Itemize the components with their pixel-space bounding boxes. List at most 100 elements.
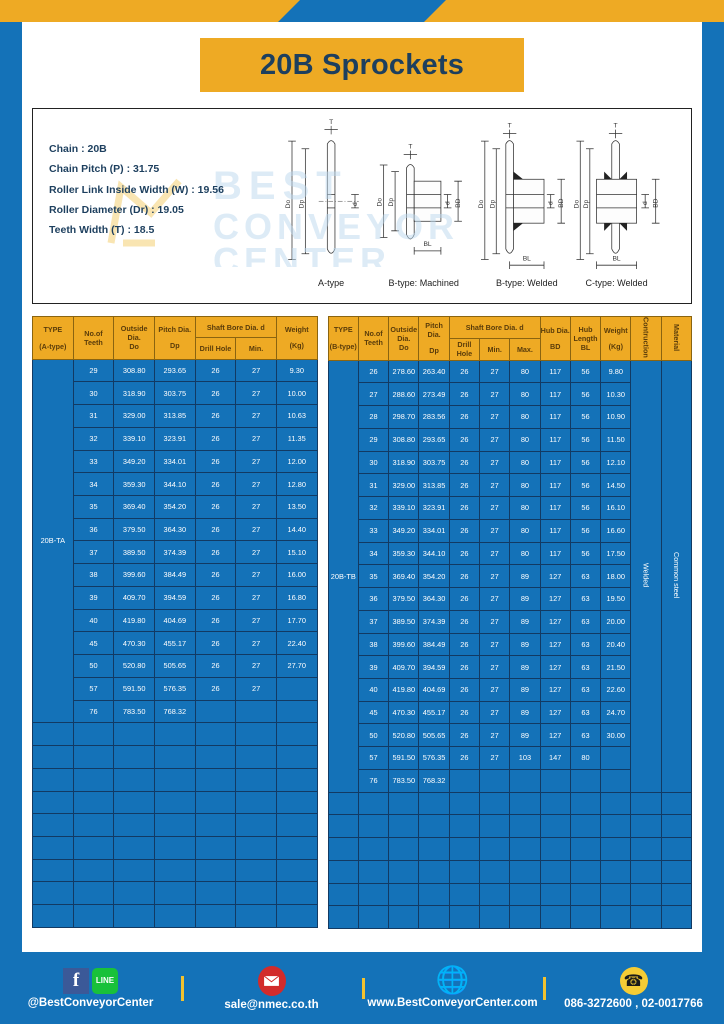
table-cell: 404.69 <box>418 678 450 702</box>
table-row-empty <box>32 745 318 769</box>
table-cell-empty <box>72 858 115 883</box>
table-cell: 26 <box>448 541 481 566</box>
table-cell-empty <box>275 722 318 747</box>
table-cell: 32 <box>72 426 115 451</box>
table-cell-empty <box>418 814 450 839</box>
table-cell: 364.30 <box>153 517 196 542</box>
table-cell <box>479 768 511 793</box>
th-material: Material <box>660 316 693 361</box>
table-cell-empty <box>569 905 602 930</box>
svg-text:Do: Do <box>285 200 292 209</box>
table-row: 20B-TB 26 278.60 263.40 26 27 80 117 56 9.80 Welde… <box>327 359 693 793</box>
table-cell: 127 <box>539 609 571 634</box>
footer-label-website: www.BestConveyorCenter.com <box>367 996 538 1009</box>
th-outside-dia: Outside Dia. Do <box>388 316 420 361</box>
table-row: 36 379.50 364.30 26 27 89 127 63 19.50 <box>328 587 691 611</box>
table-cell: 35 <box>72 495 115 519</box>
table-row: 76 783.50 768.32 <box>33 699 318 724</box>
table-cell: 323.91 <box>418 496 450 520</box>
table-cell: 278.60 <box>388 359 420 384</box>
material-cell: Common steel <box>660 359 693 793</box>
table-cell-empty <box>72 722 115 747</box>
table-cell: 26 <box>448 518 481 543</box>
table-row-empty <box>327 791 693 816</box>
svg-text:d: d <box>548 201 555 205</box>
table-cell-empty <box>388 859 420 884</box>
table-cell: 27 <box>479 382 511 407</box>
table-cell: 27 <box>479 587 511 611</box>
table-cell: 20.00 <box>600 609 632 634</box>
table-cell: 10.63 <box>275 404 318 428</box>
table-cell: 26 <box>194 540 237 565</box>
table-cell: 117 <box>539 473 571 498</box>
table-cell: 19.50 <box>600 587 632 611</box>
footer-item-phone[interactable]: ☎ 086-3272600 , 02-0017766 <box>543 966 724 1010</box>
table-cell: 369.40 <box>388 564 420 589</box>
table-cell-empty <box>660 905 693 930</box>
table-row: 40 419.80 404.69 26 27 89 127 63 22.60 <box>328 678 691 702</box>
diagram-c-type-welded: T Do Dp d <box>573 123 659 288</box>
table-cell-empty <box>600 837 632 861</box>
table-cell-empty <box>418 905 450 930</box>
table-row-empty <box>327 814 693 839</box>
table-cell: 56 <box>569 518 602 543</box>
table-cell-empty <box>32 836 74 860</box>
th-drill-hole: Drill Hole <box>194 337 237 360</box>
table-cell: 12.10 <box>600 450 632 475</box>
table-cell-empty <box>448 791 481 816</box>
svg-text:B-type: Machined: B-type: Machined <box>389 278 459 288</box>
table-cell: 27 <box>235 358 277 383</box>
spec-line-link-width: Roller Link Inside Width (W) : 19.56 <box>49 183 224 196</box>
table-cell-empty <box>275 881 318 906</box>
globe-icon: 🌐 <box>435 965 470 995</box>
table-cell-empty <box>235 722 277 747</box>
footer-item-facebook[interactable]: f LINE @BestConveyorCenter <box>0 967 181 1009</box>
table-row: 50 520.80 505.65 26 27 89 127 63 30.00 <box>328 723 691 748</box>
table-cell: 16.00 <box>275 563 318 587</box>
table-cell-empty <box>630 837 662 861</box>
spec-line-teeth-width: Teeth Width (T) : 18.5 <box>49 224 155 236</box>
footer-item-website[interactable]: 🌐 www.BestConveyorCenter.com <box>362 965 543 1009</box>
table-cell-empty <box>448 859 481 884</box>
table-cell: 63 <box>569 609 602 634</box>
table-cell-empty <box>448 905 481 930</box>
table-cell: 56 <box>569 405 602 429</box>
table-cell: 369.40 <box>113 495 155 519</box>
table-row-empty <box>32 722 318 747</box>
a-type-table: TYPE (A-type) No.of Teeth Outside Dia. D… <box>32 315 318 928</box>
table-cell: 56 <box>569 541 602 566</box>
table-cell: 38 <box>357 632 390 657</box>
type-label-cell: 20B-TA <box>32 358 74 724</box>
table-cell: 28 <box>357 405 390 429</box>
table-cell: 27 <box>479 405 511 429</box>
svg-text:T: T <box>408 144 412 151</box>
table-cell-empty <box>448 837 481 861</box>
table-cell: 30.00 <box>600 723 632 748</box>
svg-text:Do: Do <box>573 200 580 209</box>
corner-accent-left <box>0 0 300 22</box>
table-row: 76 783.50 768.32 <box>328 768 691 793</box>
table-cell: 419.80 <box>388 678 420 702</box>
a-type-table-body: 20B-TA 29 308.80 293.65 26 27 9.30 30 318.90 303.… <box>32 358 318 928</box>
table-cell-empty <box>72 767 115 792</box>
table-cell-empty <box>32 858 74 883</box>
table-cell: 40 <box>357 678 390 702</box>
table-cell: 127 <box>539 632 571 657</box>
table-cell-empty <box>539 905 571 930</box>
table-cell: 26 <box>448 564 481 589</box>
table-cell: 384.49 <box>153 563 196 587</box>
table-cell-empty <box>235 904 277 928</box>
table-cell-empty <box>327 837 359 861</box>
table-cell-empty <box>569 837 602 861</box>
corner-accent-right <box>424 0 724 22</box>
table-cell-empty <box>388 905 420 930</box>
table-cell-empty <box>357 882 390 907</box>
table-cell: 26 <box>448 723 481 748</box>
table-cell-empty <box>153 904 196 928</box>
table-cell: 26 <box>448 405 481 429</box>
footer-item-email[interactable]: sale@nmec.co.th <box>181 965 362 1011</box>
th-hub-length: Hub Length BL <box>569 316 602 361</box>
table-row: 33 349.20 334.01 26 27 12.00 <box>33 449 318 474</box>
table-cell: 318.90 <box>113 381 155 406</box>
table-row-empty <box>327 859 693 884</box>
